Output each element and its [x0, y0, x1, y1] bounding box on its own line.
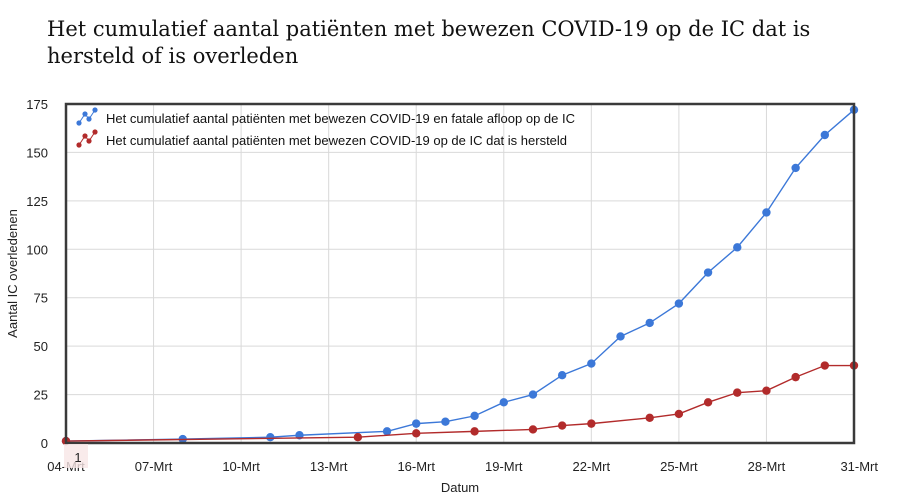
- legend-label: Het cumulatief aantal patiënten met bewe…: [106, 133, 567, 148]
- x-axis-label: Datum: [441, 480, 479, 495]
- y-tick-label: 100: [26, 242, 48, 257]
- series-2-point[interactable]: [353, 432, 363, 442]
- y-axis-label: Aantal IC overledenen: [5, 209, 20, 338]
- series-1-point[interactable]: [587, 359, 596, 368]
- x-tick-label: 13-Mrt: [310, 459, 348, 474]
- series-1-point[interactable]: [703, 268, 713, 277]
- series-1-point[interactable]: [820, 130, 830, 140]
- series-1-point[interactable]: [733, 243, 742, 252]
- legend-marker-icon: [76, 129, 98, 148]
- y-tick-label: 25: [34, 388, 48, 403]
- x-tick-label: 31-Mrt: [840, 459, 878, 474]
- series-2-point[interactable]: [470, 427, 479, 436]
- legend: Het cumulatief aantal patiënten met bewe…: [76, 107, 575, 148]
- x-tick-label: 28-Mrt: [748, 459, 786, 474]
- y-tick-label: 75: [34, 291, 48, 306]
- legend-item[interactable]: Het cumulatief aantal patiënten met bewe…: [76, 107, 575, 126]
- series-1-point[interactable]: [266, 432, 275, 442]
- series-1-point[interactable]: [412, 419, 421, 428]
- annotation-label: 1: [74, 450, 81, 465]
- series-1-point[interactable]: [791, 163, 800, 173]
- series-2-line: [65, 364, 854, 442]
- series-1-point[interactable]: [674, 299, 684, 308]
- annotation-marker[interactable]: [64, 444, 88, 468]
- series-2-point[interactable]: [587, 419, 596, 428]
- series-2-point[interactable]: [791, 372, 800, 382]
- y-axis-ticks: 0 25 50 75 100 125 150 175: [26, 97, 48, 451]
- x-tick-label: 07-Mrt: [135, 459, 173, 474]
- legend-marker-icon: [76, 107, 98, 126]
- series-1-point[interactable]: [499, 398, 508, 407]
- legend-label: Het cumulatief aantal patiënten met bewe…: [106, 111, 575, 126]
- series-1-point[interactable]: [762, 208, 771, 217]
- x-tick-label: 16-Mrt: [397, 459, 435, 474]
- series-2-point[interactable]: [645, 413, 654, 423]
- page-title: Het cumulatief aantal patiënten met bewe…: [47, 17, 811, 68]
- series-2-point[interactable]: [528, 425, 538, 434]
- series-1-point[interactable]: [616, 332, 625, 341]
- series-2-point[interactable]: [412, 429, 421, 438]
- x-tick-label: 22-Mrt: [573, 459, 611, 474]
- annotation: 1: [64, 444, 88, 468]
- y-tick-label: 0: [41, 436, 48, 451]
- series-2-point[interactable]: [557, 421, 567, 430]
- y-tick-label: 150: [26, 145, 48, 160]
- series-2-point[interactable]: [674, 409, 684, 419]
- x-tick-label: 19-Mrt: [485, 459, 523, 474]
- series-2-point[interactable]: [762, 386, 771, 395]
- legend-item[interactable]: Het cumulatief aantal patiënten met bewe…: [76, 129, 567, 148]
- series-1-point[interactable]: [441, 417, 450, 426]
- series-1-point[interactable]: [470, 411, 479, 421]
- series-1-point[interactable]: [528, 390, 538, 399]
- plot-frame: [64, 102, 856, 445]
- series-2-point[interactable]: [733, 388, 742, 397]
- series-1-point[interactable]: [645, 318, 654, 328]
- y-tick-label: 50: [34, 339, 48, 354]
- y-tick-label: 175: [26, 97, 48, 112]
- y-tick-label: 125: [26, 194, 48, 209]
- series-1-point[interactable]: [557, 371, 567, 380]
- series-2-point[interactable]: [820, 361, 830, 370]
- x-axis-ticks: 04-Mrt07-Mrt10-Mrt13-Mrt16-Mrt19-Mrt22-M…: [47, 459, 878, 474]
- series-1-point[interactable]: [382, 427, 392, 436]
- x-tick-label: 10-Mrt: [222, 459, 260, 474]
- series-2-point[interactable]: [703, 398, 713, 407]
- x-tick-label: 25-Mrt: [660, 459, 698, 474]
